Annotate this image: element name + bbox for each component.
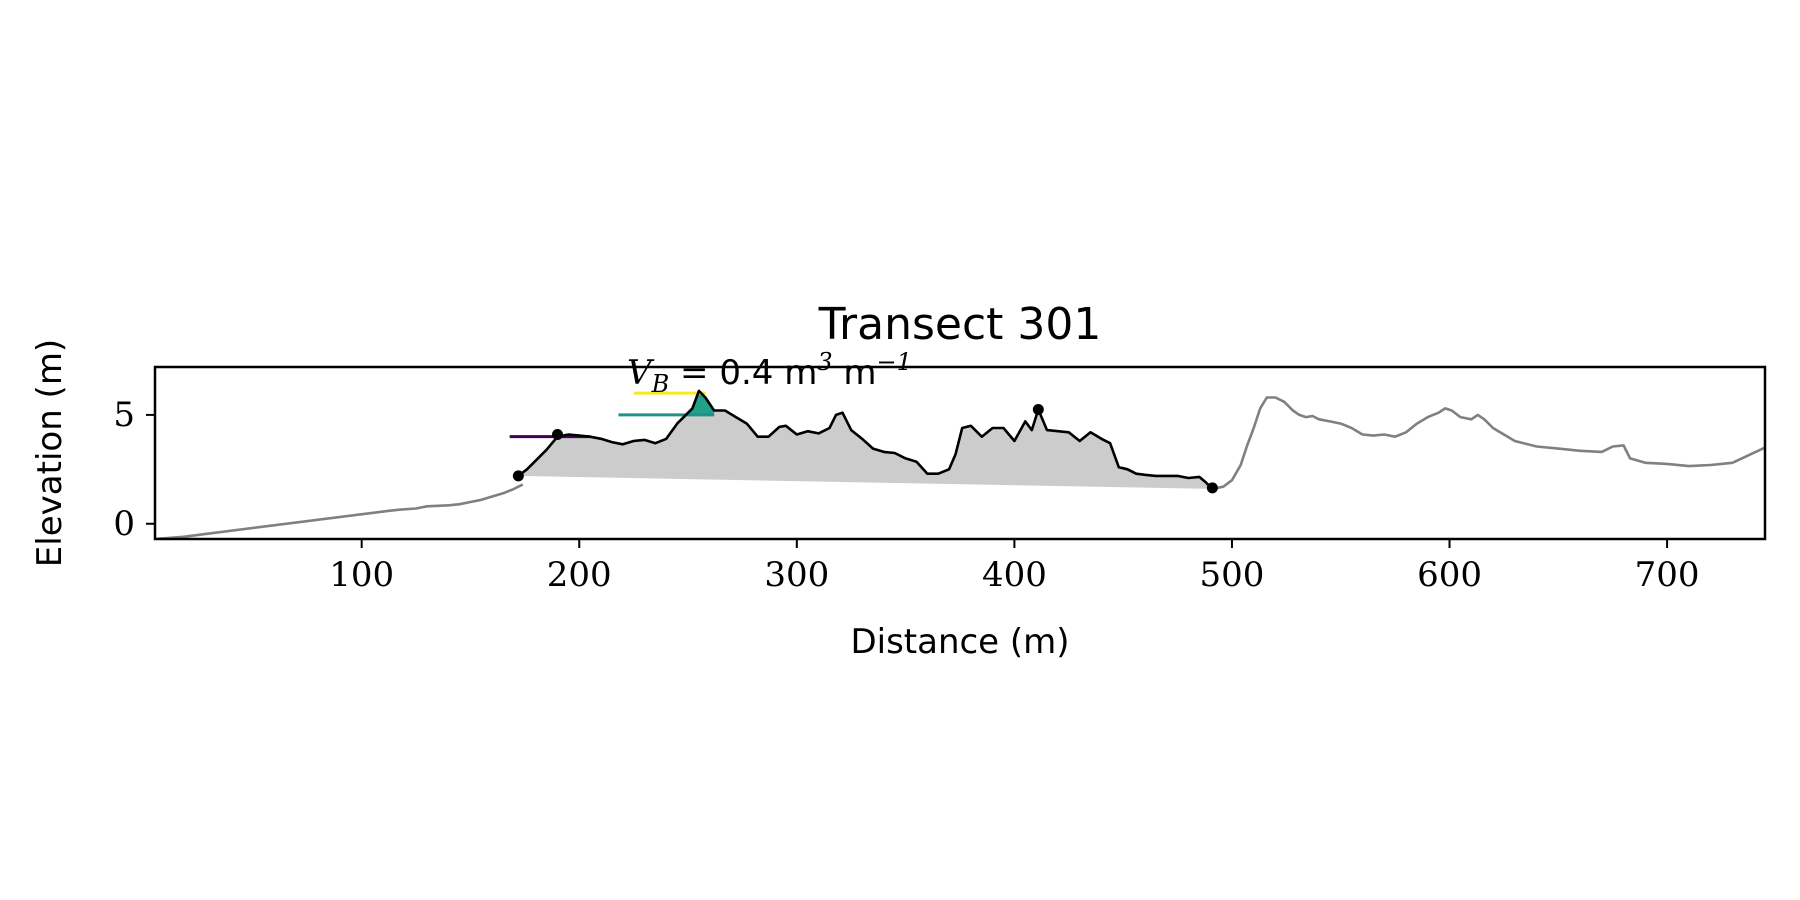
x-tick-label: 200 bbox=[547, 555, 612, 595]
axes-frame bbox=[153, 365, 1767, 541]
marker-point-2 bbox=[552, 428, 563, 440]
dune-profile-line bbox=[517, 389, 1214, 490]
y-tick-label: 5 bbox=[113, 395, 135, 435]
marker-point-4 bbox=[1206, 482, 1218, 494]
volume-annotation: VB = 0.4 m3 m−1 bbox=[627, 348, 912, 398]
y-tick-label: 0 bbox=[113, 504, 135, 544]
annotation-value: 0.4 m bbox=[719, 353, 817, 393]
annotation-symbol: V bbox=[627, 353, 655, 393]
annotation-unit: m bbox=[833, 353, 877, 393]
x-tick-label: 100 bbox=[329, 555, 394, 595]
x-tick-label: 600 bbox=[1417, 555, 1482, 595]
x-tick-label: 500 bbox=[1200, 555, 1265, 595]
annotation-subscript: B bbox=[651, 370, 670, 398]
annotation-superscript-1: 3 bbox=[817, 348, 832, 376]
annotation-equals: = bbox=[669, 353, 719, 393]
y-axis-label: Elevation (m) bbox=[30, 339, 70, 567]
profile-right-line bbox=[1212, 396, 1765, 491]
chart-title: Transect 301 bbox=[818, 299, 1102, 350]
x-tick-label: 300 bbox=[764, 555, 829, 595]
plot-area bbox=[155, 389, 1765, 539]
x-axis-label: Distance (m) bbox=[850, 622, 1069, 662]
axis-ticks: 100 200 300 400 500 600 700 0 5 bbox=[113, 395, 1699, 595]
profile-left-line bbox=[155, 483, 524, 539]
x-tick-label: 400 bbox=[982, 555, 1047, 595]
marker-point-1 bbox=[512, 470, 524, 482]
marker-point-3 bbox=[1032, 403, 1044, 415]
annotation-superscript-2: −1 bbox=[877, 348, 912, 376]
x-tick-label: 700 bbox=[1635, 555, 1700, 595]
